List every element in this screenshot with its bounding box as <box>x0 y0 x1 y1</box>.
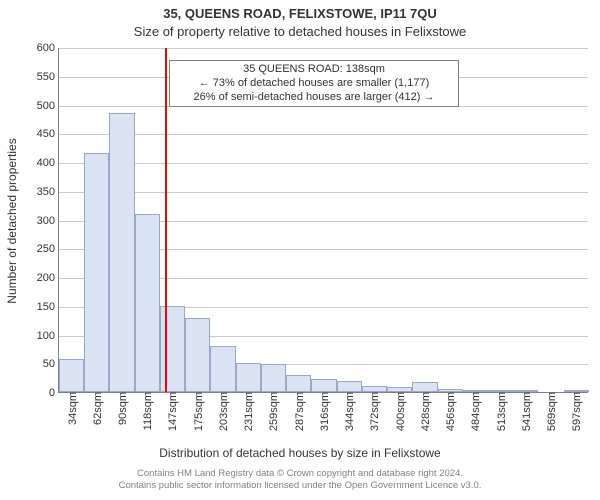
x-tick-label: 118sqm <box>140 392 154 430</box>
histogram-bar <box>59 359 84 392</box>
y-tick-label: 250 <box>37 243 59 255</box>
y-tick-label: 200 <box>37 272 59 284</box>
chart-subtitle: Size of property relative to detached ho… <box>0 24 600 39</box>
histogram-bar <box>109 113 134 392</box>
x-tick-label: 90sqm <box>115 392 129 425</box>
histogram-bar <box>84 153 109 392</box>
gridline <box>59 163 588 164</box>
x-tick-label: 175sqm <box>191 392 205 431</box>
histogram-bar <box>210 346 235 392</box>
x-tick-label: 203sqm <box>216 392 230 431</box>
histogram-bar <box>236 363 261 392</box>
marker-line <box>165 48 167 392</box>
x-tick-label: 513sqm <box>494 392 508 431</box>
y-tick-label: 350 <box>37 186 59 198</box>
chart-container: 35, QUEENS ROAD, FELIXSTOWE, IP11 7QU Si… <box>0 0 600 500</box>
histogram-bar <box>160 306 185 392</box>
y-tick-label: 600 <box>37 42 59 54</box>
x-tick-label: 541sqm <box>519 392 533 431</box>
y-tick-label: 50 <box>43 358 59 370</box>
x-tick-label: 147sqm <box>165 392 179 431</box>
annotation-box: 35 QUEENS ROAD: 138sqm← 73% of detached … <box>169 60 459 107</box>
histogram-bar <box>261 364 286 392</box>
x-tick-label: 569sqm <box>544 392 558 431</box>
annotation-line: 35 QUEENS ROAD: 138sqm <box>174 63 454 77</box>
x-tick-label: 231sqm <box>241 392 255 431</box>
y-tick-label: 550 <box>37 71 59 83</box>
y-tick-label: 450 <box>37 128 59 140</box>
x-tick-label: 34sqm <box>65 392 79 425</box>
x-tick-label: 484sqm <box>468 392 482 431</box>
gridline <box>59 48 588 49</box>
gridline <box>59 192 588 193</box>
histogram-bar <box>412 382 437 392</box>
annotation-line: 26% of semi-detached houses are larger (… <box>174 91 454 105</box>
x-tick-label: 372sqm <box>367 392 381 431</box>
y-tick-label: 500 <box>37 100 59 112</box>
x-tick-label: 456sqm <box>443 392 457 431</box>
histogram-bar <box>311 379 336 392</box>
x-tick-label: 344sqm <box>342 392 356 431</box>
x-tick-label: 259sqm <box>266 392 280 431</box>
chart-title-address: 35, QUEENS ROAD, FELIXSTOWE, IP11 7QU <box>0 6 600 21</box>
x-tick-label: 62sqm <box>90 392 104 425</box>
histogram-bar <box>337 381 362 393</box>
histogram-bar <box>185 318 210 392</box>
x-tick-label: 597sqm <box>569 392 583 431</box>
histogram-bar <box>286 375 311 392</box>
attribution-line: Contains HM Land Registry data © Crown c… <box>0 468 600 480</box>
gridline <box>59 134 588 135</box>
histogram-bar <box>135 214 160 392</box>
x-tick-label: 287sqm <box>292 392 306 431</box>
x-axis-label: Distribution of detached houses by size … <box>0 446 600 460</box>
y-axis-label: Number of detached properties <box>5 138 19 303</box>
attribution-text: Contains HM Land Registry data © Crown c… <box>0 468 600 492</box>
y-tick-label: 100 <box>37 330 59 342</box>
plot-area: 34sqm62sqm90sqm118sqm147sqm175sqm203sqm2… <box>58 48 588 393</box>
x-tick-label: 316sqm <box>317 392 331 431</box>
attribution-line: Contains public sector information licen… <box>0 480 600 492</box>
y-tick-label: 0 <box>49 387 59 399</box>
y-tick-label: 400 <box>37 157 59 169</box>
x-tick-label: 428sqm <box>418 392 432 431</box>
annotation-line: ← 73% of detached houses are smaller (1,… <box>174 77 454 91</box>
x-tick-label: 400sqm <box>393 392 407 431</box>
y-tick-label: 150 <box>37 301 59 313</box>
y-tick-label: 300 <box>37 215 59 227</box>
